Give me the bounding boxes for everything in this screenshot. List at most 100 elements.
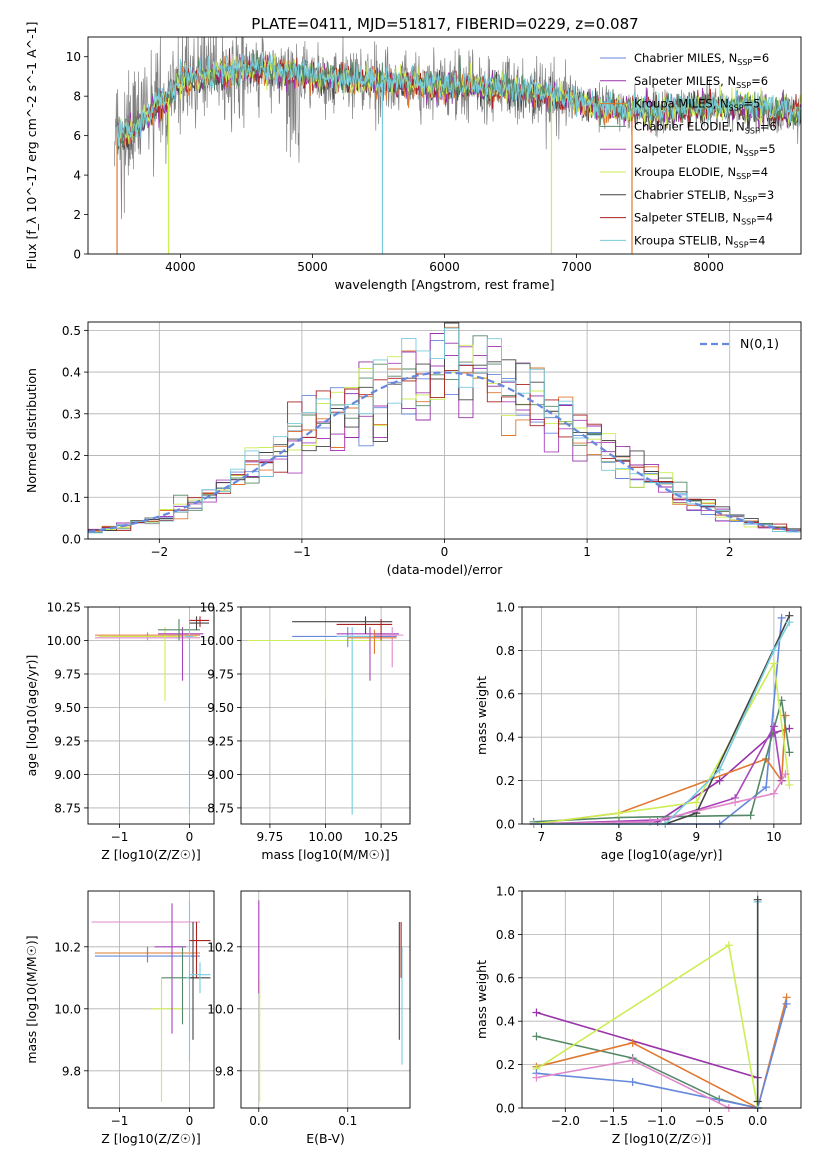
legend-name: Kroupa STELIB, N	[634, 233, 734, 247]
errorbars	[95, 616, 210, 815]
legend-tail: =6	[751, 74, 768, 88]
weight-marker	[532, 1032, 541, 1041]
y-tick-label: 1.0	[496, 885, 515, 899]
x-tick-label: 4000	[165, 260, 196, 274]
axes-frame	[521, 606, 802, 825]
x-axis-label: Z [log10(Z/Z☉)]	[101, 847, 201, 862]
y-tick-label: 0.0	[496, 1102, 515, 1116]
x-tick-label: −1	[111, 1114, 129, 1128]
figure-title: PLATE=0411, MJD=51817, FIBERID=0229, z=0…	[251, 15, 638, 33]
x-tick-label: −1.0	[647, 1114, 676, 1128]
y-tick-label: 10.2	[207, 940, 234, 954]
weight-marker	[628, 1056, 637, 1065]
legend-tail: =4	[756, 211, 773, 225]
panel-spectrum: 4000 5000 6000 7000 8000 0 2 4 6 8 10 wavelength [A…	[24, 22, 802, 292]
gaussian-curve	[88, 371, 801, 533]
legend-sub: SSP	[737, 58, 752, 67]
x-tick-label: 0.0	[249, 1114, 268, 1128]
weight-marker	[532, 1008, 541, 1017]
weight-marker	[731, 798, 740, 807]
legend-entry: Salpeter MILES, NSSP=6	[634, 74, 768, 90]
legend-name: Chabrier MILES, N	[634, 51, 737, 65]
legend-tail: =4	[749, 233, 766, 247]
y-tick-label: 9.75	[207, 667, 234, 681]
weight-marker	[781, 770, 790, 779]
y-axis-label: mass weight	[474, 960, 489, 1039]
y-tick-label: 0.0	[496, 818, 515, 832]
legend-sub: SSP	[742, 195, 757, 204]
legend-entry: Salpeter ELODIE, NSSP=5	[634, 142, 776, 158]
legend-name: Chabrier ELODIE, N	[634, 119, 745, 133]
y-tick-label: 9.50	[207, 701, 234, 715]
weight-marker	[785, 724, 794, 733]
weight-marker	[628, 1077, 637, 1086]
y-tick-label: 9.25	[54, 734, 81, 748]
legend-tail: =6	[752, 51, 769, 65]
x-tick-label: 2	[726, 545, 734, 559]
panel-residuals: −2 −1 0 1 2 0.0 0.1 0.2 0.3 0.4 0.5 (data-model)/er…	[24, 321, 802, 577]
weight-marker	[785, 780, 794, 789]
legend-name: Kroupa ELODIE, N	[634, 165, 736, 179]
y-tick-label: 0.2	[496, 774, 515, 788]
legend-name: Salpeter STELIB, N	[634, 211, 741, 225]
weight-marker	[692, 798, 701, 807]
spectrum-model	[116, 53, 801, 148]
y-tick-label: 1.0	[496, 601, 515, 615]
spectrum-lines	[114, 37, 801, 254]
weight-marker	[782, 999, 791, 1008]
y-tick-label: 10.00	[47, 634, 81, 648]
legend-sub: SSP	[744, 149, 759, 158]
y-tick-label: 9.8	[215, 1064, 234, 1078]
weight-marker	[715, 765, 724, 774]
x-axis-label: Z [log10(Z/Z☉)]	[612, 1131, 712, 1146]
y-tick-label: 10.00	[200, 634, 234, 648]
y-tick-label: 10	[66, 50, 81, 64]
histograms	[88, 322, 801, 534]
x-tick-label: −2	[150, 545, 168, 559]
panel-mass_vs_ebv: 0.0 0.1 9.8 10.0 10.2 E(B-V)	[207, 890, 411, 1146]
weight-marker	[781, 711, 790, 720]
y-tick-label: 0.3	[62, 407, 81, 421]
y-tick-label: 0.6	[496, 971, 515, 985]
panel-weight_vs_Z: −2.0 −1.5 −1.0 −0.5 0.0 0.0 0.2 0.4 0.6 0.8 1.0 Z […	[474, 885, 802, 1146]
y-tick-label: 0.4	[62, 366, 81, 380]
y-axis-label: Flux [f_λ 10^-17 erg cm^-2 s^-1 A^-1]	[24, 22, 39, 270]
legend-name: Salpeter ELODIE, N	[634, 142, 744, 156]
y-tick-label: 9.8	[62, 1064, 81, 1078]
y-tick-label: 0.8	[496, 928, 515, 942]
y-tick-label: 10.0	[54, 1002, 81, 1016]
weight-marker	[746, 811, 755, 820]
y-tick-label: 10.2	[54, 940, 81, 954]
x-axis-label: (data-model)/error	[387, 562, 504, 577]
weight-marker	[785, 618, 794, 627]
y-tick-label: 0.4	[496, 1015, 515, 1029]
y-tick-label: 0.0	[62, 533, 81, 547]
x-tick-label: 6000	[429, 260, 460, 274]
weight-marker	[715, 776, 724, 785]
legend-entry: Chabrier STELIB, NSSP=3	[634, 188, 774, 204]
y-tick-label: 0.1	[62, 491, 81, 505]
panel-mass_vs_Z: −1 0 9.8 10.0 10.2 Z [log10(Z/Z☉)] mass [log10…	[24, 890, 215, 1146]
x-tick-label: 0.0	[748, 1114, 767, 1128]
x-tick-label: −1	[293, 545, 311, 559]
x-tick-label: −2.0	[551, 1114, 580, 1128]
weight-marker	[753, 1097, 762, 1106]
x-tick-label: 8000	[693, 260, 724, 274]
weight-marker	[777, 613, 786, 622]
weight-marker	[724, 941, 733, 950]
panel-weight_vs_age: 7 8 9 10 0.0 0.2 0.4 0.6 0.8 1.0 age [log10(age/yr…	[474, 601, 802, 862]
x-axis-label: wavelength [Angstrom, rest frame]	[334, 277, 554, 292]
legend-tail: =5	[744, 97, 761, 111]
legend-sub: SSP	[729, 104, 744, 113]
x-axis-label: age [log10(age/yr)]	[601, 847, 723, 862]
weight-series	[536, 1011, 758, 1079]
legend-entry: Kroupa MILES, NSSP=5	[634, 97, 760, 113]
weight-marker	[785, 748, 794, 757]
x-tick-label: 10.25	[364, 830, 398, 844]
x-tick-label: 0.1	[338, 1114, 357, 1128]
axes-frame	[87, 890, 215, 1109]
panel-age_vs_Z: −1 0 8.75 9.00 9.25 9.50 9.75 10.00 10.25 Z [log1…	[24, 601, 215, 862]
y-tick-label: 10.25	[200, 601, 234, 615]
histogram-salpeter_stelib	[88, 364, 801, 533]
errorbars	[258, 900, 403, 1102]
